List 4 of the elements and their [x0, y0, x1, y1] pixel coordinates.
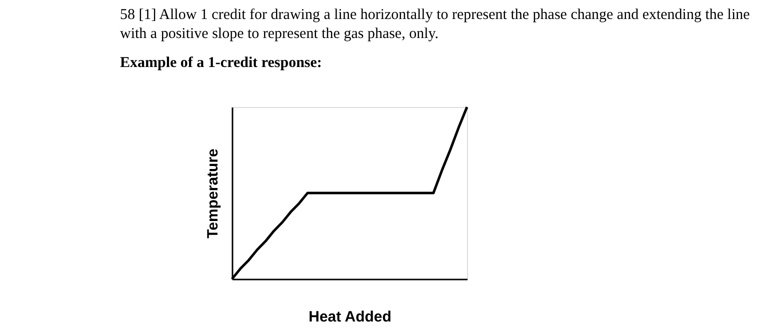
x-axis-title: Heat Added [308, 308, 392, 326]
chart-title: 58 [1] Allow 1 credit for drawing a line horizontally to represent the phase change and extending the line with a positive slope to represent the gas phase, only. [120, 6, 750, 42]
chart-subtitle: Example of a 1-credit response: [120, 54, 322, 71]
y-axis-title: Temperature [204, 148, 222, 238]
